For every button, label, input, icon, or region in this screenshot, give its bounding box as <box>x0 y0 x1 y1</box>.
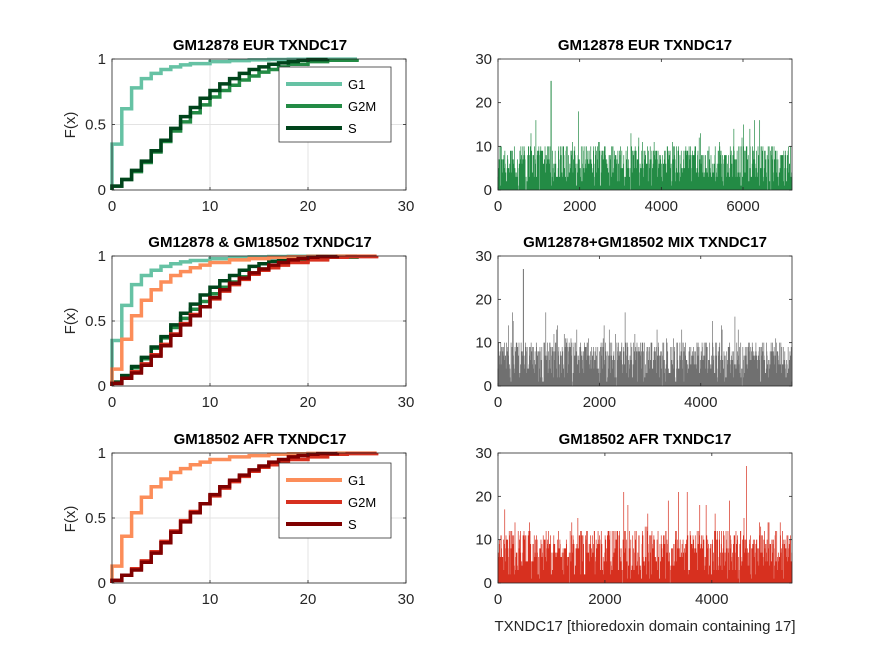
panel-ecdf-afr: GM18502 AFR TXNDC17 F(x) 0 10 20 30 0 0.5 1 G1… <box>62 431 414 608</box>
x-axis-label-bottom-right: TXNDC17 [thioredoxin domain containing 1… <box>494 618 795 635</box>
axes-box <box>497 58 793 191</box>
panel-title-bars-afr: GM18502 AFR TXNDC17 <box>559 431 732 448</box>
y-axis-label-ecdf-afr: F(x) <box>62 506 79 533</box>
y-tick-label: 0 <box>484 182 492 199</box>
axes-box <box>497 452 793 584</box>
plot-area-bars-mix: 0 2000 4000 0 10 20 30 <box>475 248 793 411</box>
y-axis-label-ecdf-combined: F(x) <box>62 308 79 335</box>
y-tick-label: 20 <box>475 291 492 308</box>
plot-area-ecdf-eur: 0 10 20 30 0 0.5 1 <box>85 51 414 215</box>
x-tick-label: 30 <box>398 198 415 215</box>
panel-title-ecdf-afr: GM18502 AFR TXNDC17 <box>174 431 347 448</box>
legend-label-s: S <box>348 121 357 136</box>
x-tick-label: 10 <box>202 198 219 215</box>
x-tick-label: 4000 <box>695 591 728 608</box>
panel-title-bars-eur: GM12878 EUR TXNDC17 <box>558 37 732 54</box>
y-tick-label: 0 <box>484 378 492 395</box>
y-tick-label: 0 <box>484 575 492 592</box>
x-tick-label: 30 <box>398 394 415 411</box>
x-tick-label: 20 <box>300 198 317 215</box>
panel-bars-afr: GM18502 AFR TXNDC17 0 2000 4000 0 10 20 30 TXN… <box>475 431 795 635</box>
ecdf-line-series-3 <box>110 254 379 386</box>
y-axis-label-ecdf-eur: F(x) <box>62 112 79 139</box>
ecdf-line-g1 <box>110 451 379 583</box>
ecdf-line-series-5 <box>110 254 340 386</box>
y-tick-label: 10 <box>475 138 492 155</box>
panel-title-ecdf-eur: GM12878 EUR TXNDC17 <box>173 37 347 54</box>
x-tick-label: 20 <box>300 394 317 411</box>
y-tick-label: 10 <box>475 335 492 352</box>
y-tick-label: 0.5 <box>85 313 106 330</box>
x-tick-label: 10 <box>202 591 219 608</box>
ecdf-line-s <box>110 57 330 190</box>
legend-label-s: S <box>348 517 357 532</box>
y-tick-label: 0 <box>98 575 106 592</box>
legend-label-g1: G1 <box>348 473 365 488</box>
y-tick-label: 0.5 <box>85 510 106 527</box>
y-tick-label: 20 <box>475 488 492 505</box>
y-tick-label: 0.5 <box>85 117 106 134</box>
plot-area-ecdf-combined: 0 10 20 30 0 0.5 1 <box>85 248 414 411</box>
axes-box <box>497 255 793 387</box>
x-tick-label: 0 <box>108 198 116 215</box>
x-tick-label: 2000 <box>583 394 616 411</box>
ecdf-line-g1 <box>110 57 359 190</box>
x-tick-label: 0 <box>108 591 116 608</box>
plot-area-bars-afr: 0 2000 4000 0 10 20 30 <box>475 445 793 608</box>
y-tick-label: 30 <box>475 445 492 462</box>
panel-ecdf-eur: GM12878 EUR TXNDC17 F(x) 0 10 20 30 0 0.5 1 G1… <box>62 37 414 215</box>
panel-bars-mix: GM12878+GM18502 MIX TXNDC17 0 2000 4000 0 10… <box>475 234 793 411</box>
plot-area-ecdf-afr: 0 10 20 30 0 0.5 1 <box>85 445 414 608</box>
y-tick-label: 30 <box>475 248 492 265</box>
y-tick-label: 1 <box>98 248 106 265</box>
legend-ecdf-afr: G1 G2M S <box>278 462 392 539</box>
plot-area-bars-eur: 0 2000 4000 6000 0 10 20 30 <box>475 51 793 215</box>
y-tick-label: 20 <box>475 95 492 112</box>
panel-ecdf-combined: GM12878 & GM18502 TXNDC17 F(x) 0 10 20 3000… <box>62 234 414 411</box>
panel-bars-eur: GM12878 EUR TXNDC17 0 2000 4000 6000 0 10 20 30 <box>475 37 793 215</box>
x-tick-label: 4000 <box>645 198 678 215</box>
x-tick-label: 2000 <box>588 591 621 608</box>
x-tick-label: 10 <box>202 394 219 411</box>
y-tick-label: 1 <box>98 445 106 462</box>
legend-label-g1: G1 <box>348 77 365 92</box>
x-tick-label: 2000 <box>563 198 596 215</box>
legend-ecdf-eur: G1 G2M S <box>278 66 392 143</box>
ecdf-line-s <box>110 451 340 583</box>
x-tick-label: 0 <box>108 394 116 411</box>
x-tick-label: 4000 <box>684 394 717 411</box>
y-tick-label: 0 <box>98 182 106 199</box>
legend-label-g2m: G2M <box>348 99 376 114</box>
x-tick-label: 20 <box>300 591 317 608</box>
x-tick-label: 0 <box>494 198 502 215</box>
panel-title-ecdf-combined: GM12878 & GM18502 TXNDC17 <box>148 234 371 251</box>
x-tick-label: 0 <box>494 394 502 411</box>
x-tick-label: 0 <box>494 591 502 608</box>
y-tick-label: 30 <box>475 51 492 68</box>
y-tick-label: 10 <box>475 532 492 549</box>
legend-label-g2m: G2M <box>348 495 376 510</box>
panel-title-bars-mix: GM12878+GM18502 MIX TXNDC17 <box>523 234 767 251</box>
y-tick-label: 1 <box>98 51 106 68</box>
y-tick-label: 0 <box>98 378 106 395</box>
x-tick-label: 30 <box>398 591 415 608</box>
x-tick-label: 6000 <box>726 198 759 215</box>
